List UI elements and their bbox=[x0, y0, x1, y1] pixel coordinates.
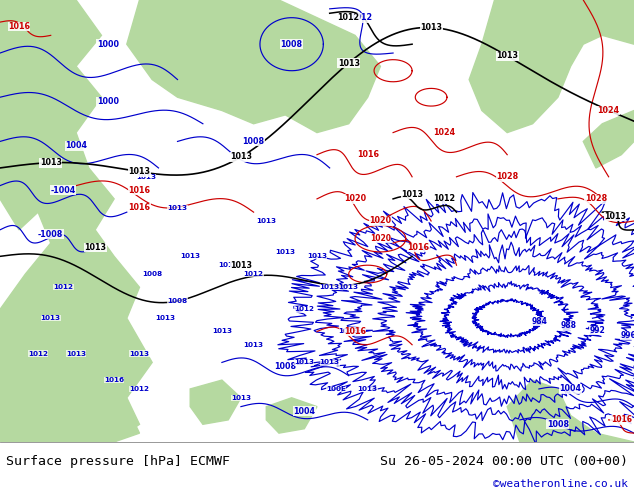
Text: 1013: 1013 bbox=[338, 58, 359, 68]
Polygon shape bbox=[127, 0, 380, 133]
Text: 1016: 1016 bbox=[104, 377, 124, 383]
Text: 1024: 1024 bbox=[598, 106, 619, 115]
Text: 1016: 1016 bbox=[611, 416, 632, 424]
Text: 1013: 1013 bbox=[420, 23, 442, 32]
Polygon shape bbox=[25, 35, 63, 53]
Text: 1013: 1013 bbox=[129, 350, 150, 357]
Text: 1016: 1016 bbox=[129, 186, 150, 195]
Text: 1012: 1012 bbox=[53, 284, 74, 290]
Text: 1012: 1012 bbox=[218, 262, 238, 268]
Text: -1008: -1008 bbox=[38, 230, 63, 239]
Text: 1013: 1013 bbox=[40, 158, 61, 167]
Text: ©weatheronline.co.uk: ©weatheronline.co.uk bbox=[493, 479, 628, 489]
Text: 1012: 1012 bbox=[351, 13, 372, 22]
Text: 1013: 1013 bbox=[230, 261, 252, 270]
Text: 1013: 1013 bbox=[231, 395, 251, 401]
Text: 1013: 1013 bbox=[294, 360, 314, 366]
Text: 1013: 1013 bbox=[256, 218, 276, 224]
Polygon shape bbox=[507, 380, 634, 442]
Text: 1020: 1020 bbox=[370, 217, 391, 225]
Text: 1016: 1016 bbox=[129, 203, 150, 212]
Text: 1013: 1013 bbox=[129, 167, 150, 176]
Text: 1024: 1024 bbox=[433, 128, 455, 137]
Text: 996: 996 bbox=[620, 331, 634, 340]
Text: 1004: 1004 bbox=[65, 141, 87, 150]
Text: Su 26-05-2024 00:00 UTC (00+00): Su 26-05-2024 00:00 UTC (00+00) bbox=[380, 455, 628, 468]
Text: 1013: 1013 bbox=[320, 360, 340, 366]
Text: 1012: 1012 bbox=[28, 350, 48, 357]
Text: 1013: 1013 bbox=[243, 342, 264, 348]
Text: 992: 992 bbox=[589, 326, 605, 335]
Text: 1012: 1012 bbox=[433, 195, 455, 203]
Text: 1008: 1008 bbox=[243, 137, 264, 146]
Polygon shape bbox=[0, 309, 89, 442]
Text: 1028: 1028 bbox=[585, 195, 607, 203]
Polygon shape bbox=[583, 111, 634, 168]
Text: -1004: -1004 bbox=[51, 186, 76, 195]
Text: 1020: 1020 bbox=[370, 234, 391, 243]
Text: 1013: 1013 bbox=[136, 174, 156, 180]
Text: 1013: 1013 bbox=[320, 284, 340, 290]
Text: 1013: 1013 bbox=[180, 253, 200, 259]
Text: 988: 988 bbox=[560, 321, 576, 330]
Polygon shape bbox=[63, 389, 139, 442]
Text: 1013: 1013 bbox=[307, 253, 327, 259]
Text: 1008: 1008 bbox=[281, 40, 302, 49]
Text: 1013: 1013 bbox=[41, 315, 61, 321]
Text: 1008: 1008 bbox=[275, 362, 296, 371]
Text: 1013: 1013 bbox=[167, 205, 188, 211]
Text: 1016: 1016 bbox=[357, 150, 378, 159]
Polygon shape bbox=[469, 0, 634, 133]
Text: 1013: 1013 bbox=[358, 386, 378, 392]
Text: 1028: 1028 bbox=[496, 172, 519, 181]
Text: 1016: 1016 bbox=[344, 327, 366, 336]
Text: 1008: 1008 bbox=[547, 420, 569, 429]
Text: 1004: 1004 bbox=[560, 385, 581, 393]
Text: 1004: 1004 bbox=[294, 407, 315, 416]
Text: 1013: 1013 bbox=[339, 328, 359, 335]
Text: 1013: 1013 bbox=[84, 243, 106, 252]
Polygon shape bbox=[266, 398, 317, 433]
Text: 1000: 1000 bbox=[97, 97, 119, 106]
Text: 1012: 1012 bbox=[243, 271, 264, 277]
Text: 1013: 1013 bbox=[275, 249, 295, 255]
Text: 100E: 100E bbox=[326, 386, 346, 392]
Text: 1020: 1020 bbox=[344, 195, 366, 203]
Text: 1012: 1012 bbox=[294, 306, 314, 313]
Text: 984: 984 bbox=[532, 317, 548, 326]
Text: 1013: 1013 bbox=[604, 212, 626, 221]
Text: 1012: 1012 bbox=[129, 386, 150, 392]
Text: 1008: 1008 bbox=[142, 271, 162, 277]
Text: 1016: 1016 bbox=[8, 22, 30, 31]
Text: 1013: 1013 bbox=[230, 152, 252, 162]
Text: 1013: 1013 bbox=[496, 51, 518, 60]
Text: 1000: 1000 bbox=[97, 40, 119, 49]
Polygon shape bbox=[190, 380, 241, 424]
Text: 1013: 1013 bbox=[212, 328, 232, 335]
Polygon shape bbox=[0, 0, 152, 442]
Text: 1013: 1013 bbox=[339, 284, 359, 290]
Text: 1013: 1013 bbox=[66, 350, 86, 357]
Text: Surface pressure [hPa] ECMWF: Surface pressure [hPa] ECMWF bbox=[6, 455, 230, 468]
Text: 1013: 1013 bbox=[155, 315, 175, 321]
Text: 1008: 1008 bbox=[167, 297, 188, 303]
Text: 1013: 1013 bbox=[401, 190, 423, 199]
Text: 1012: 1012 bbox=[338, 13, 359, 22]
Text: 1016: 1016 bbox=[408, 243, 429, 252]
